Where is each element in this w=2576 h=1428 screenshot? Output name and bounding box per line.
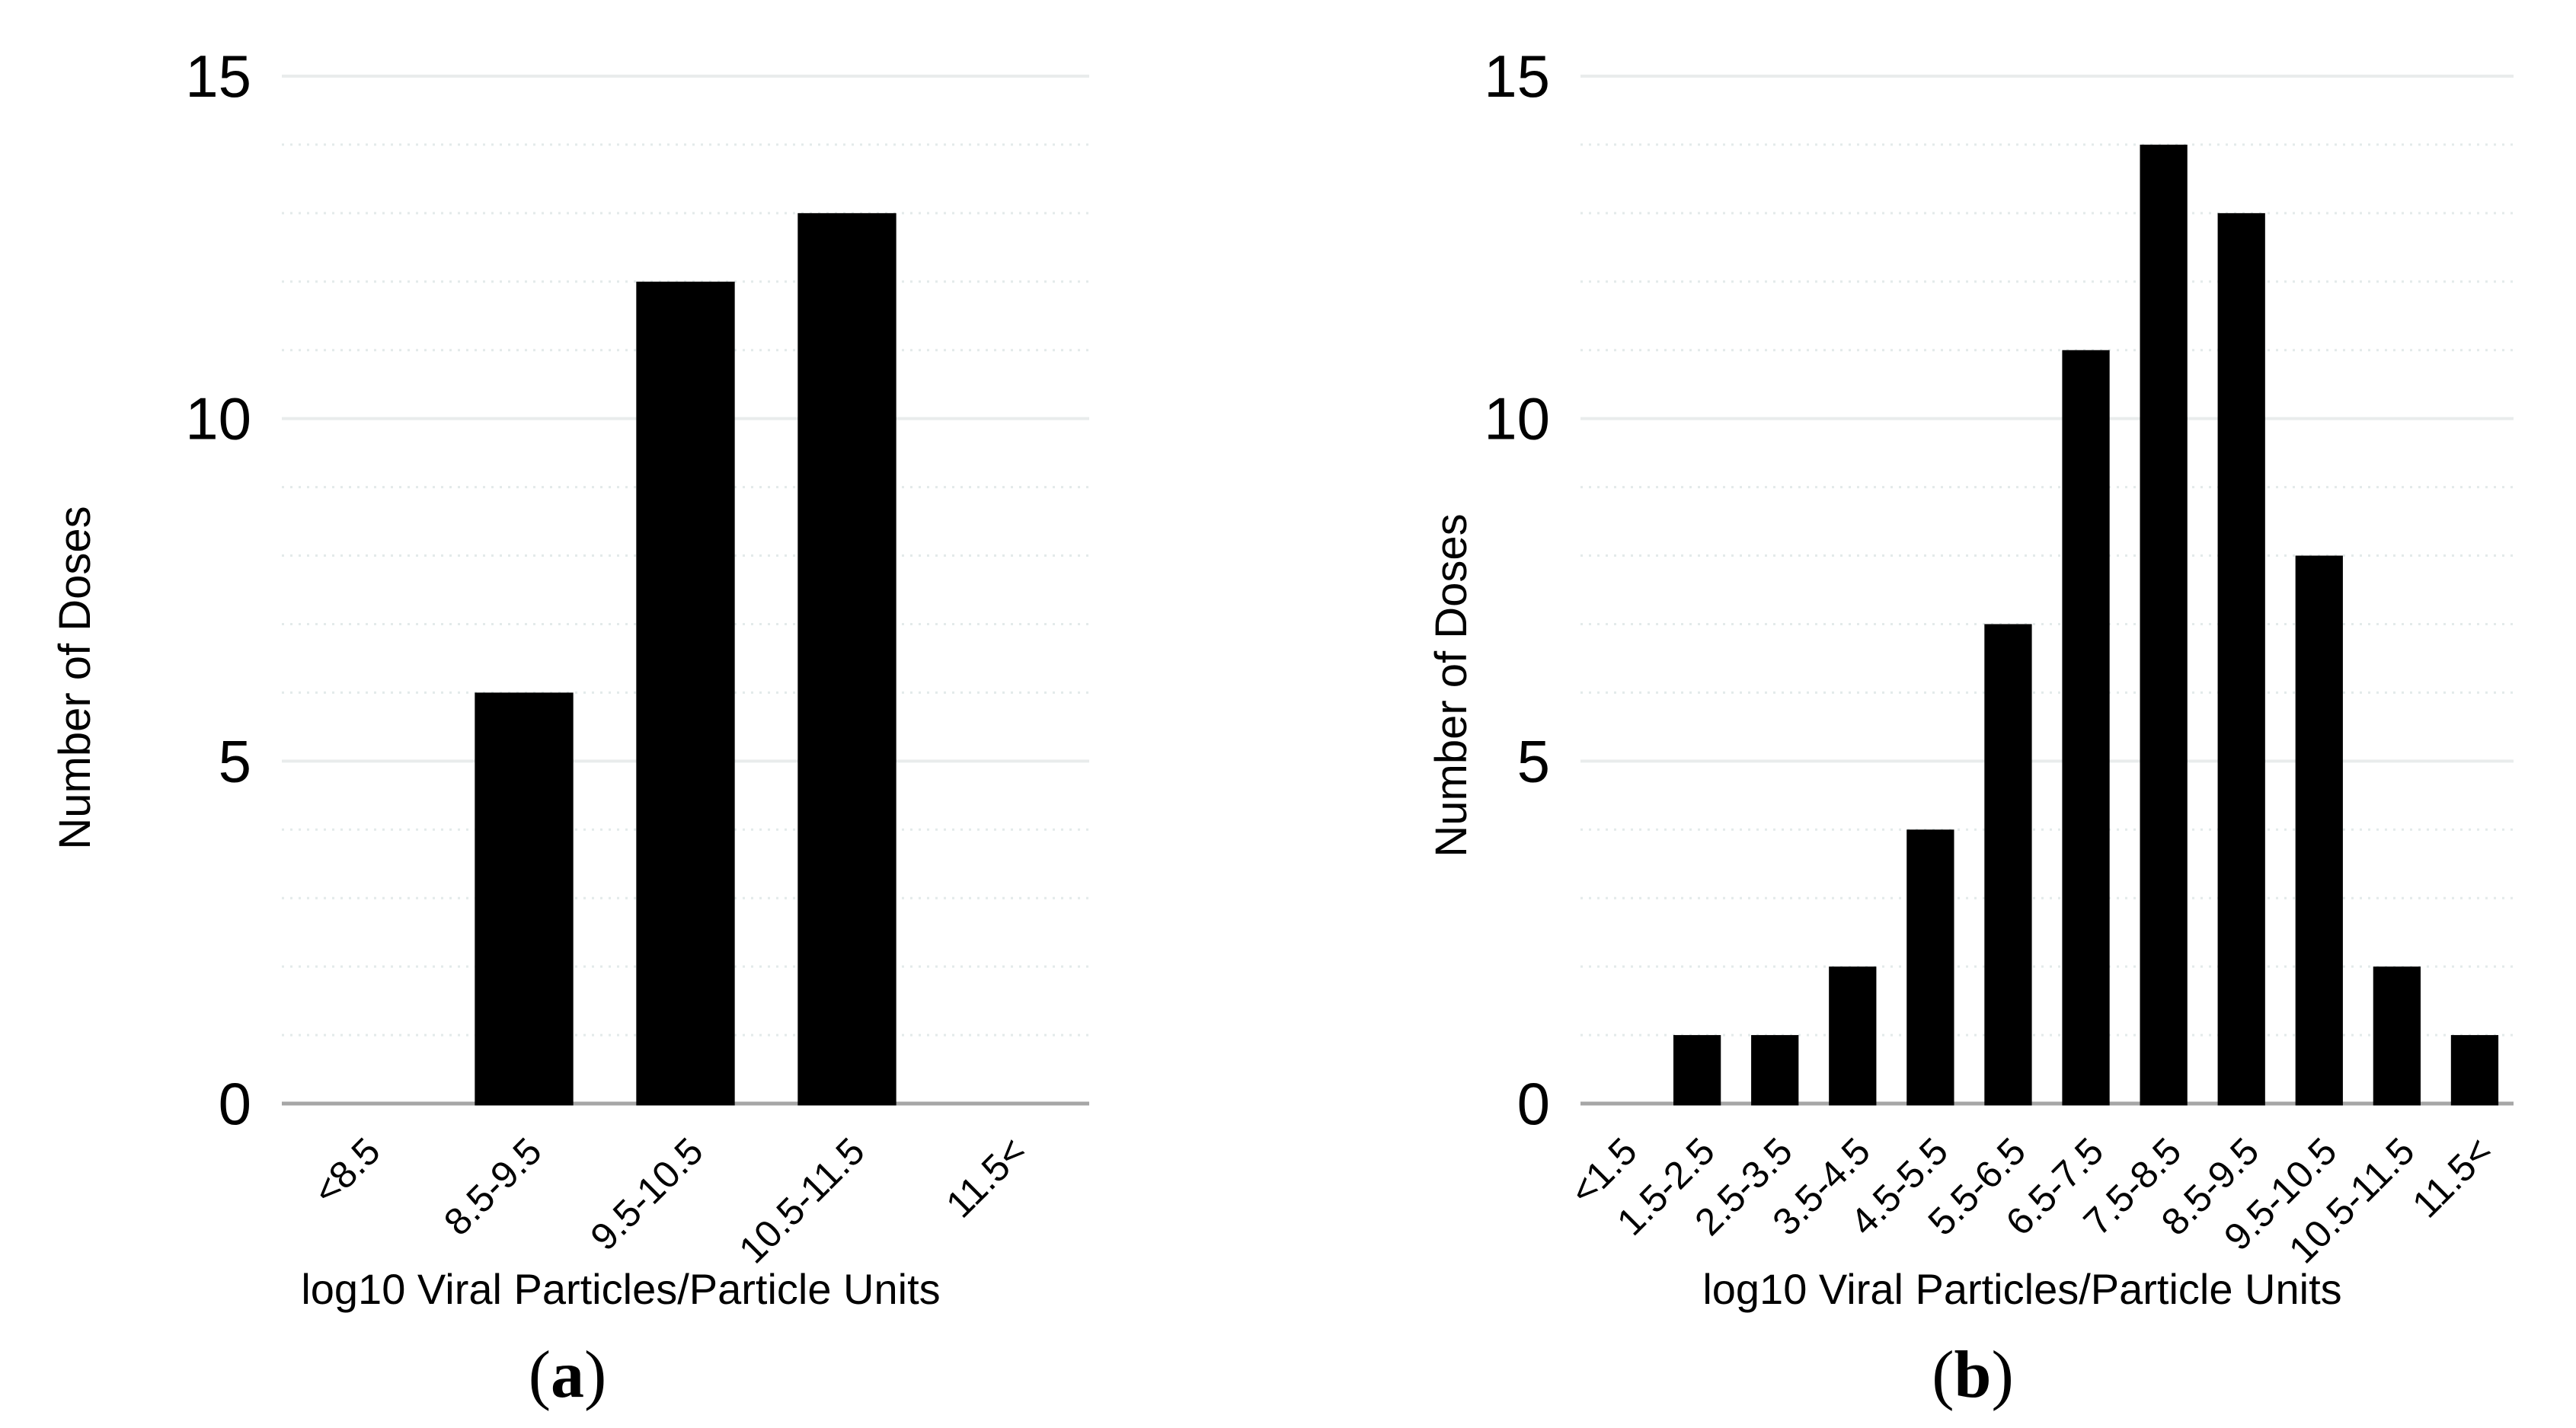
bar-9.5-10.5 bbox=[2295, 555, 2343, 1106]
x-axis-title: log10 Viral Particles/Particle Units bbox=[1702, 1265, 2341, 1313]
caption-b-close-paren: ) bbox=[1991, 1338, 2014, 1412]
y-tick-label: 5 bbox=[1517, 727, 1550, 794]
y-tick-label: 0 bbox=[219, 1070, 251, 1137]
caption-b-letter: b bbox=[1954, 1338, 1992, 1412]
bar-6.5-7.5 bbox=[2062, 350, 2110, 1106]
x-tick-label: <8.5 bbox=[305, 1129, 388, 1212]
y-tick-label: 5 bbox=[219, 727, 251, 794]
caption-panel-b: (b) bbox=[1858, 1338, 2087, 1413]
x-tick-label: 8.5-9.5 bbox=[436, 1129, 550, 1244]
bar-4.5-5.5 bbox=[1906, 829, 1954, 1106]
x-axis-title: log10 Viral Particles/Particle Units bbox=[301, 1265, 940, 1313]
chart-panel-b-canvas: 051015<1.51.5-2.52.5-3.53.5-4.54.5-5.55.… bbox=[1427, 43, 2514, 1313]
bar-5.5-6.5 bbox=[1984, 624, 2032, 1106]
bar-10.5-11.5 bbox=[797, 212, 896, 1106]
caption-a-open-paren: ( bbox=[528, 1338, 551, 1412]
bar-2.5-3.5 bbox=[1751, 1035, 1799, 1106]
bar-8.5-9.5 bbox=[475, 692, 574, 1106]
bar-8.5-9.5 bbox=[2217, 212, 2265, 1106]
bar-9.5-10.5 bbox=[636, 281, 735, 1106]
caption-a-letter: a bbox=[551, 1338, 584, 1412]
x-tick-label: 11.5< bbox=[938, 1129, 1034, 1225]
y-tick-label: 15 bbox=[1484, 43, 1550, 110]
x-tick-label: 9.5-10.5 bbox=[582, 1129, 711, 1258]
bar-7.5-8.5 bbox=[2140, 144, 2188, 1106]
chart-panel-a-canvas: 0 5 10 15 <8.5 8.5-9.5 9.5-10.5 10.5-11.5 11.5< N… bbox=[50, 43, 1089, 1313]
x-tick-label: 10.5-11.5 bbox=[730, 1129, 872, 1271]
y-tick-label: 10 bbox=[1484, 385, 1550, 452]
bar-10.5-11.5 bbox=[2373, 966, 2421, 1106]
bar-3.5-4.5 bbox=[1829, 966, 1877, 1106]
bar-11.5< bbox=[2450, 1035, 2499, 1106]
y-tick-label: 10 bbox=[185, 385, 251, 452]
caption-panel-a: (a) bbox=[453, 1338, 682, 1413]
bar-1.5-2.5 bbox=[1673, 1035, 1721, 1106]
y-axis-title: Number of Doses bbox=[50, 506, 100, 849]
x-tick-label: 11.5< bbox=[2404, 1129, 2500, 1225]
y-tick-label: 0 bbox=[1517, 1070, 1550, 1137]
y-tick-label: 15 bbox=[185, 43, 251, 110]
caption-b-open-paren: ( bbox=[1932, 1338, 1954, 1412]
y-axis-title: Number of Doses bbox=[1427, 513, 1476, 857]
caption-a-close-paren: ) bbox=[584, 1338, 607, 1412]
